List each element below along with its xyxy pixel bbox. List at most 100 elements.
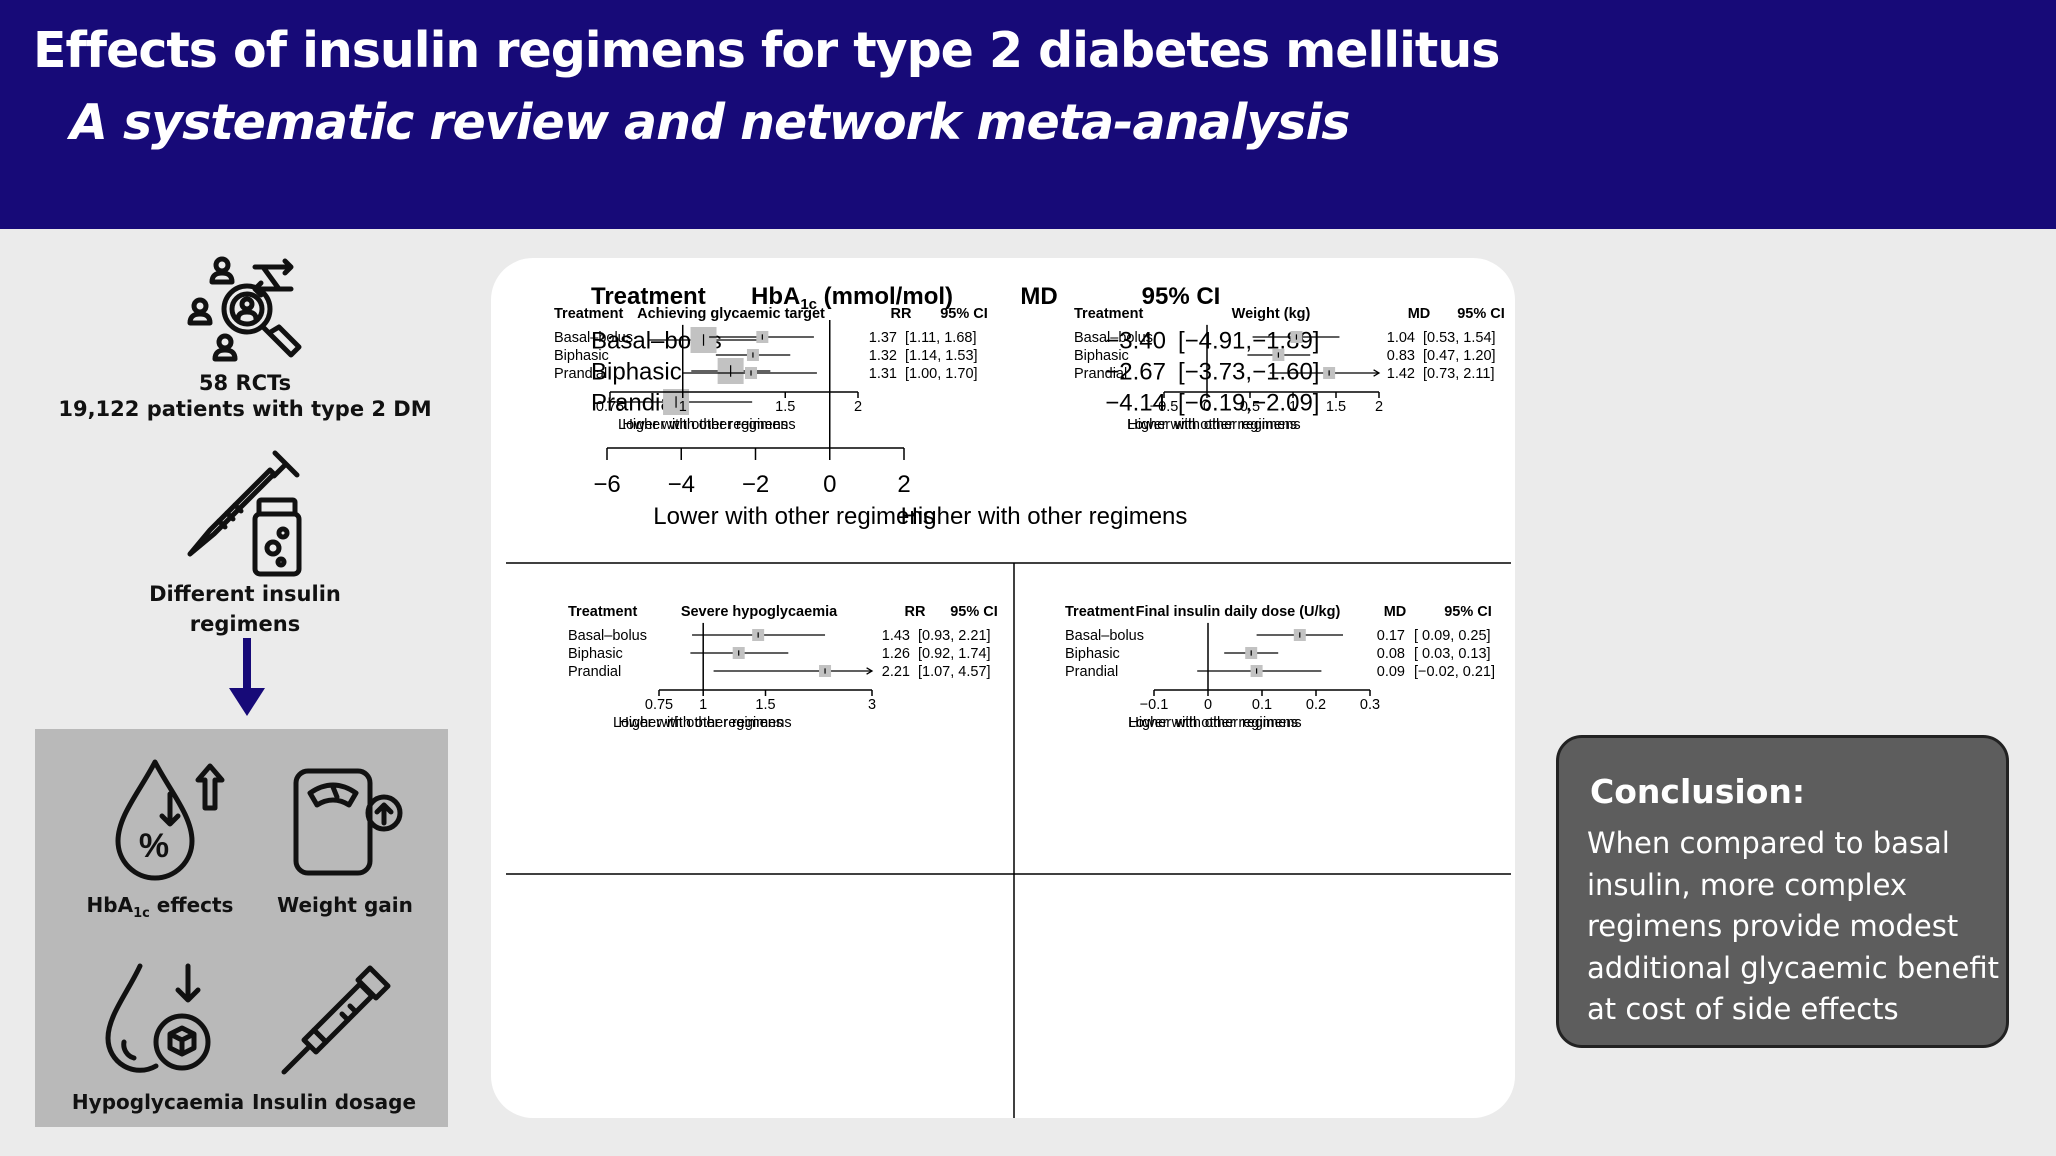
conclusion-box: Conclusion: When compared to basal insul… — [1556, 735, 2009, 1048]
row-label: Basal–bolus — [554, 330, 633, 346]
arrow-down-icon — [227, 638, 267, 718]
higher-label: Higher with other regimens — [622, 417, 795, 433]
ci-value: [−3.73,−1.60] — [1178, 358, 1319, 385]
conclusion-line: When compared to basal — [1587, 826, 1950, 860]
lower-label: Lower with other regimens — [618, 417, 788, 433]
ci-value: [−0.02, 0.21] — [1414, 664, 1495, 680]
col-header-stat: MD — [1408, 306, 1431, 322]
col-header-stat: RR — [891, 306, 912, 322]
col-header-ci: 95% CI — [1142, 283, 1221, 310]
col-header-treatment: Treatment — [1065, 604, 1134, 620]
row-label: Basal–bolus — [1065, 628, 1144, 644]
x-tick-label: 0 — [1204, 697, 1212, 713]
rcts-count: 58 RCTs — [198, 371, 292, 395]
regimens-label-2: regimens — [189, 612, 301, 636]
x-tick-label: 1.5 — [1326, 399, 1346, 415]
scale-icon — [290, 765, 405, 885]
estimate-value: 0.83 — [1387, 348, 1415, 364]
patients-search-icon — [185, 255, 305, 367]
estimate-value: 1.43 — [882, 628, 910, 644]
conclusion-title: Conclusion: — [1590, 772, 1806, 811]
row-label: Prandial — [1065, 664, 1118, 680]
higher-label: Higher with other regimens — [1127, 417, 1300, 433]
drop-percent-icon: % — [110, 756, 230, 881]
row-label: Biphasic — [1074, 348, 1129, 364]
chart-title: Final insulin daily dose (U/kg) — [1136, 604, 1341, 620]
col-header-treatment: Treatment — [591, 283, 706, 310]
x-tick-label: 1 — [679, 399, 687, 415]
x-tick-label: −2 — [742, 471, 769, 498]
ci-value: [0.92, 1.74] — [918, 646, 991, 662]
col-header-stat: MD — [1020, 283, 1057, 310]
hba1c-outcome-label: HbA1c effects — [86, 893, 234, 921]
row-label: Prandial — [568, 664, 621, 680]
col-header-stat: RR — [905, 604, 926, 620]
estimate-value: 0.08 — [1377, 646, 1405, 662]
x-tick-label: 1 — [699, 697, 707, 713]
regimens-label-1: Different insulin — [149, 582, 341, 606]
ci-value: [ 0.09, 0.25] — [1414, 628, 1491, 644]
chart-title: Severe hypoglycaemia — [681, 604, 838, 620]
ci-value: [1.00, 1.70] — [905, 366, 978, 382]
title-banner: Effects of insulin regimens for type 2 d… — [0, 0, 2056, 229]
x-tick-label: 3 — [868, 697, 876, 713]
patients-count: 19,122 patients with type 2 DM — [58, 397, 432, 421]
estimate-value: −3.40 — [1105, 327, 1166, 354]
page-subtitle: A systematic review and network meta-ana… — [70, 94, 1350, 151]
lower-label: Lower with other regimens — [613, 715, 783, 731]
x-tick-label: −0.1 — [1140, 697, 1169, 713]
x-tick-label: 0 — [823, 471, 836, 498]
x-tick-label: 0.75 — [645, 697, 673, 713]
insulin-pen-icon — [278, 962, 398, 1077]
chart-title: HbA1c (mmol/mol) — [751, 283, 953, 313]
estimate-value: 2.21 — [882, 664, 910, 680]
conclusion-line: regimens provide modest — [1587, 909, 1959, 943]
col-header-treatment: Treatment — [1074, 306, 1143, 322]
x-tick-label: 0.3 — [1360, 697, 1380, 713]
col-header-ci: 95% CI — [1457, 306, 1505, 322]
estimate-value: 1.37 — [869, 330, 897, 346]
forest-plots: Treatment HbA1c (mmol/mol) MD 95% CI Basal–b… — [506, 283, 1511, 1118]
ci-value: [1.14, 1.53] — [905, 348, 978, 364]
chart-title: Weight (kg) — [1232, 306, 1311, 322]
higher-label: Higher with other regimens — [618, 715, 791, 731]
estimate-value: 1.31 — [869, 366, 897, 382]
row-label: Biphasic — [1065, 646, 1120, 662]
col-header-ci: 95% CI — [1444, 604, 1492, 620]
x-tick-label: 0.5 — [1240, 399, 1260, 415]
x-tick-label: 1.5 — [755, 697, 775, 713]
col-header-ci: 95% CI — [940, 306, 988, 322]
higher-label: Higher with other regimens — [1128, 715, 1301, 731]
title-subscript: 1c — [800, 296, 817, 313]
ci-value: [0.53, 1.54] — [1423, 330, 1496, 346]
x-tick-label: −4 — [668, 471, 695, 498]
estimate-value: −4.14 — [1105, 389, 1166, 416]
title-main: HbA — [751, 283, 800, 310]
row-label: Prandial — [554, 366, 607, 382]
row-label: Biphasic — [591, 358, 682, 385]
title-rest: (mmol/mol) — [817, 283, 953, 310]
estimate-value: 1.32 — [869, 348, 897, 364]
drop-box-icon — [100, 960, 220, 1075]
weight-outcome-label: Weight gain — [277, 893, 413, 917]
x-tick-label: 2 — [897, 471, 910, 498]
col-header-ci: 95% CI — [950, 604, 998, 620]
ci-arrow — [1373, 369, 1381, 377]
estimate-value: 0.09 — [1377, 664, 1405, 680]
ci-value: [0.47, 1.20] — [1423, 348, 1496, 364]
lower-label: Lower with other regimens — [1128, 715, 1298, 731]
x-tick-label: 1 — [1289, 399, 1297, 415]
ci-value: [1.11, 1.68] — [905, 330, 976, 346]
estimate-value: 1.42 — [1387, 366, 1415, 382]
col-header-treatment: Treatment — [554, 306, 623, 322]
x-tick-label: 0.75 — [596, 399, 624, 415]
dosage-outcome-label: Insulin dosage — [251, 1090, 417, 1114]
ci-value: [1.07, 4.57] — [918, 664, 991, 680]
lower-label: Lower with other regimens — [653, 503, 934, 530]
x-tick-label: 0.2 — [1306, 697, 1326, 713]
ci-value: [0.73, 2.11] — [1423, 366, 1494, 382]
x-tick-label: 2 — [854, 399, 862, 415]
ci-arrow — [866, 667, 874, 675]
forest-plots-card: Treatment HbA1c (mmol/mol) MD 95% CI Basal–b… — [491, 258, 1515, 1118]
ci-value: [ 0.03, 0.13] — [1414, 646, 1491, 662]
